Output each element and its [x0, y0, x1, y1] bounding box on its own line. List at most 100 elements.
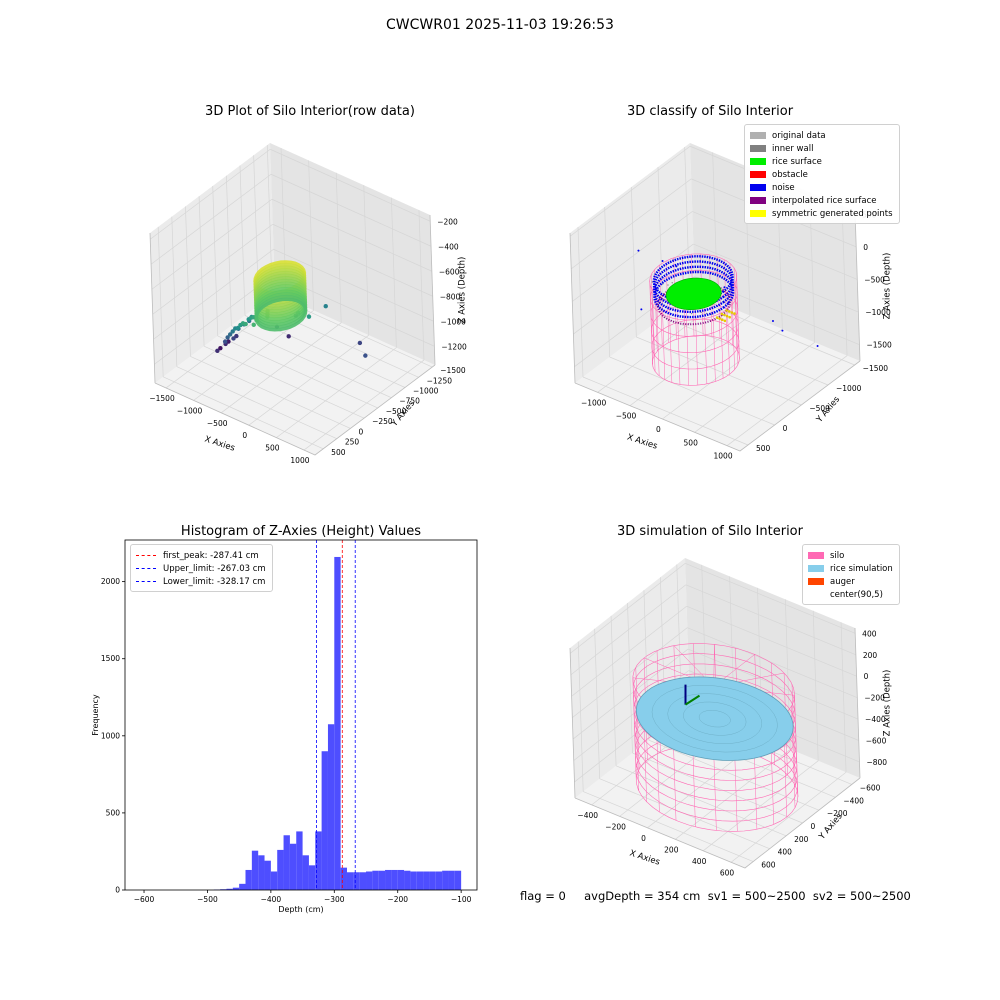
legend-label: rice surface [772, 156, 822, 167]
noise-point [637, 249, 640, 252]
raw-data-point [225, 335, 230, 340]
silo-wire-rib [661, 298, 666, 380]
histogram-bar [232, 887, 240, 890]
legend-entry: interpolated rice surface [750, 194, 893, 207]
histogram-bar [423, 871, 430, 890]
raw-zgrid-left [153, 248, 274, 340]
raw-xtick-label: 1000 [290, 456, 309, 465]
raw-zgrid-back [273, 248, 434, 322]
silo-wire-rib [649, 279, 653, 362]
sim-floor-edge [574, 777, 861, 869]
legend-swatch [750, 158, 766, 165]
sim-zgrid-left [571, 605, 687, 697]
cls-ztick-label: 0 [863, 243, 868, 252]
sim-ygrid-floor [615, 765, 787, 837]
legend-label: symmetric generated points [772, 208, 893, 219]
raw-z-axis-label: Z Axies (Depth) [458, 257, 468, 324]
cls-zgrid-left [572, 211, 693, 302]
rice-mesh-ring [651, 685, 778, 753]
raw-ring-layer [254, 297, 308, 332]
histogram-bar [258, 855, 265, 890]
silo-wire-rib [635, 688, 640, 791]
silo-wire-rib [734, 283, 739, 365]
silo-wire-rib [726, 292, 730, 375]
cls-xtick-label: 1000 [714, 452, 733, 461]
cls-x-axis-label: X Axies [626, 432, 659, 451]
raw-xgrid-back [418, 210, 425, 361]
x-tick-label: −300 [324, 895, 345, 904]
sim-x-axis-label: X Axies [628, 848, 661, 867]
legend-label: first_peak: -287.41 cm [163, 550, 259, 561]
histogram-legend: first_peak: -287.41 cm Upper_limit: -267.… [130, 544, 273, 592]
interpolated-ring [657, 282, 732, 326]
raw-data-point [218, 345, 223, 351]
raw-xgrid-back [391, 197, 397, 348]
raw-left-pane [150, 143, 275, 383]
cls-left-edge [569, 232, 576, 384]
legend-swatch [750, 184, 766, 191]
histogram-bar [245, 869, 252, 890]
raw-xgrid-back [363, 185, 370, 336]
raw-ygrid-floor [163, 376, 324, 450]
raw-data-point [227, 332, 233, 337]
raw-xgrid-floor [276, 347, 397, 438]
raw-ygrid-left [226, 175, 232, 326]
raw-ztick-label: −800 [440, 292, 461, 301]
legend-entry: auger [808, 575, 893, 588]
histogram-bar [442, 870, 449, 890]
legend-label: interpolated rice surface [772, 195, 877, 206]
silo-wire-rib [791, 684, 796, 786]
raw-ytick-label: −750 [399, 397, 420, 406]
cls-zgrid-back [693, 243, 859, 313]
x-axis-label: Depth (cm) [278, 905, 323, 914]
legend-swatch [136, 581, 156, 582]
cls-xtick-label: −500 [616, 412, 637, 421]
panel-histogram: Histogram of Z-Axies (Height) Values −60… [80, 520, 490, 920]
legend-swatch [136, 568, 156, 569]
sim-zgrid-left [572, 627, 688, 718]
symmetric-point [728, 315, 731, 319]
raw-data-point [286, 334, 291, 339]
raw-ygrid-left [239, 165, 246, 316]
y-tick-label: 500 [106, 808, 121, 817]
raw-data-point [231, 336, 236, 341]
histogram-bar [340, 867, 347, 890]
raw-data-point [357, 340, 363, 346]
cls-ytick-label: −500 [809, 404, 830, 413]
raw-xgrid-floor [303, 359, 425, 451]
histogram-bar [366, 871, 373, 890]
sim-ytick-label: 0 [811, 822, 816, 831]
legend-entry: rice simulation [808, 562, 893, 575]
cls-zgrid-left [573, 243, 694, 335]
cls-zgrid-back [694, 276, 860, 346]
silo-wire-rib [720, 296, 724, 379]
silo-wire-rib [632, 677, 637, 780]
raw-back-pane [270, 143, 435, 365]
figure-title: CWCWR01 2025-11-03 19:26:53 [386, 17, 614, 33]
x-tick-label: −200 [387, 895, 408, 904]
cls-ygrid-left [630, 186, 637, 338]
sim-xtick-label: 200 [664, 845, 679, 854]
histogram-bar [308, 865, 316, 890]
raw-data-point [306, 314, 312, 319]
raw-ztick-label: −200 [437, 217, 458, 226]
silo-wire-rib [668, 300, 673, 383]
cls-zgrid-left [570, 178, 692, 270]
raw-ytick-label: −1250 [427, 376, 453, 385]
legend-label: Upper_limit: -267.03 cm [163, 563, 266, 574]
raw-data-point [230, 329, 235, 334]
silo-wire-rib [731, 288, 735, 370]
raw-ygrid-floor [217, 335, 378, 409]
noise-point [781, 329, 784, 332]
y-tick-label: 1500 [101, 654, 120, 663]
noise-point [723, 286, 726, 289]
histogram-bar [321, 751, 328, 890]
sim-ztick-label: 200 [863, 651, 878, 660]
original-point [667, 284, 669, 286]
cls-ygrid-floor [689, 296, 855, 366]
noise-ring [653, 270, 735, 319]
original-point [651, 281, 653, 283]
sim-xtick-label: −200 [605, 822, 626, 831]
raw-ygrid-floor [176, 366, 337, 439]
cls-ytick-label: 0 [783, 424, 788, 433]
